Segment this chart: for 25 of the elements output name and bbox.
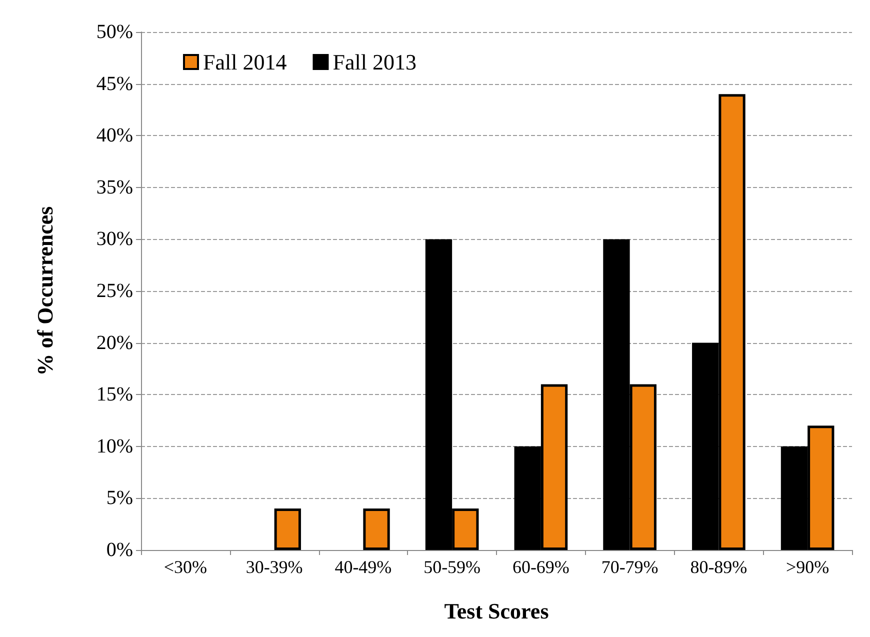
x-tick-label: 40-49% <box>334 557 392 577</box>
bar <box>274 508 301 550</box>
x-tick-label: 70-79% <box>601 557 658 577</box>
y-tick-label: 30% <box>96 228 133 250</box>
y-tick-label: 45% <box>96 72 133 95</box>
bar <box>363 508 390 550</box>
x-tick-label: 30-39% <box>246 557 303 577</box>
legend-label: Fall 2014 <box>203 50 287 74</box>
y-tick-label: 0% <box>106 539 133 561</box>
y-tick-label: 40% <box>96 124 133 147</box>
y-tick-label: 25% <box>96 280 133 302</box>
y-axis-title: % of Occurrences <box>32 206 58 376</box>
y-tick-label: 35% <box>96 176 133 198</box>
x-tick-label: >90% <box>786 557 830 577</box>
x-tick-label: <30% <box>164 557 208 577</box>
x-tick-label: 60-69% <box>512 557 570 577</box>
legend-label: Fall 2013 <box>332 50 416 74</box>
y-tick-label: 5% <box>106 487 133 510</box>
x-tick-label: 50-59% <box>424 557 481 577</box>
y-tick-label: 50% <box>96 21 133 43</box>
x-tick-label: 80-89% <box>690 557 748 577</box>
y-tick-label: 10% <box>96 435 133 458</box>
x-axis-title: Test Scores <box>444 598 550 624</box>
y-tick-label: 20% <box>96 332 133 354</box>
y-tick-label: 15% <box>96 384 133 406</box>
